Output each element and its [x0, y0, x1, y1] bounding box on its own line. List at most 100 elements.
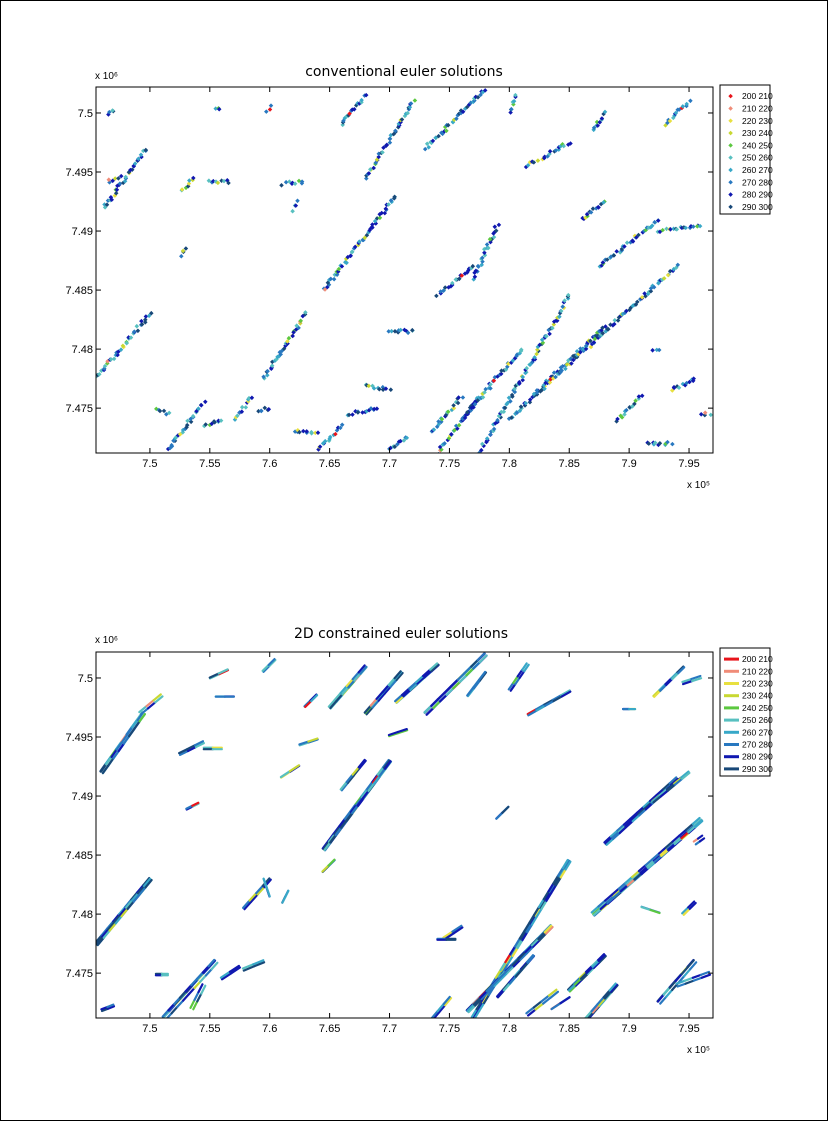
- legend: 200 210 210 220 220 230 230 240 240 250 250 2…: [719, 647, 773, 777]
- solution-point: [667, 268, 673, 274]
- solution-segment: [142, 877, 151, 887]
- solution-segment: [606, 896, 616, 905]
- solution-segment: [508, 975, 517, 985]
- solution-segment: [339, 684, 348, 695]
- solution-segment: [653, 854, 663, 863]
- solution-point: [199, 403, 204, 408]
- legend-label: 210 220: [742, 103, 773, 113]
- constrained-euler-chart: 2D constrained euler solutions x 10⁶ x 1…: [65, 626, 773, 1056]
- solution-segment: [516, 939, 524, 950]
- solution-segment: [335, 693, 344, 703]
- solution-segment: [603, 990, 613, 1000]
- solution-point: [102, 205, 108, 210]
- solution-segment: [395, 695, 405, 704]
- solution-point: [275, 354, 280, 360]
- solution-point: [532, 355, 537, 360]
- solution-segment: [327, 833, 336, 843]
- solution-segment: [665, 677, 674, 687]
- solution-segment: [185, 804, 194, 810]
- solution-segment: [473, 1009, 481, 1018]
- x-tick-label: 7.6: [262, 1023, 277, 1035]
- solution-point: [542, 386, 547, 392]
- solution-segment: [458, 674, 468, 683]
- solution-segment: [465, 667, 475, 677]
- solution-segment: [154, 695, 164, 704]
- solution-segment: [504, 953, 512, 964]
- solution-segment: [511, 957, 521, 967]
- solution-segment: [261, 877, 271, 887]
- solution-point: [216, 418, 221, 424]
- solution-segment: [500, 961, 508, 972]
- solution-segment: [659, 995, 668, 1005]
- solution-segment: [633, 872, 643, 881]
- legend-label: 230 240: [742, 128, 773, 138]
- solution-segment: [530, 937, 540, 947]
- solution-segment: [476, 652, 486, 662]
- solution-point: [496, 222, 502, 228]
- solution-segment: [666, 783, 677, 792]
- solution-point: [120, 343, 126, 349]
- solution-point: [563, 366, 568, 372]
- solution-segment: [541, 996, 552, 1005]
- x-exponent-label: x 10⁵: [687, 480, 710, 491]
- solution-point: [116, 349, 121, 354]
- solution-segment: [242, 965, 255, 972]
- solution-segment: [397, 729, 409, 735]
- solution-segment: [396, 728, 408, 734]
- solution-segment: [684, 822, 694, 831]
- solution-segment: [106, 920, 115, 930]
- legend-box: [719, 647, 771, 777]
- solution-point: [517, 379, 522, 385]
- solution-segment: [652, 689, 661, 698]
- solution-point: [338, 425, 343, 431]
- solution-segment: [307, 737, 319, 743]
- solution-point: [309, 431, 314, 436]
- solution-segment: [605, 837, 615, 846]
- solution-segment: [339, 780, 348, 791]
- solution-segment: [687, 900, 696, 909]
- solution-point: [465, 410, 470, 415]
- solution-point: [550, 325, 555, 331]
- solution-point: [322, 438, 328, 444]
- solution-segment: [470, 1008, 478, 1018]
- solution-segment: [635, 805, 645, 814]
- solution-segment: [321, 864, 330, 873]
- solution-segment: [619, 884, 629, 893]
- solution-point: [581, 346, 586, 352]
- solution-point: [657, 441, 663, 446]
- solution-segment: [423, 704, 433, 714]
- x-tick-label: 7.65: [319, 1023, 340, 1035]
- solution-segment: [691, 816, 701, 825]
- solution-segment: [549, 990, 560, 999]
- solution-point: [534, 351, 539, 357]
- solution-point: [479, 262, 484, 268]
- solution-point: [295, 198, 300, 204]
- solution-segment: [480, 991, 490, 1001]
- solution-point: [322, 287, 328, 292]
- solution-point: [298, 318, 303, 324]
- solution-point: [146, 313, 152, 319]
- solution-segment: [242, 899, 251, 909]
- solution-point: [510, 358, 516, 363]
- solution-segment: [506, 965, 515, 974]
- solution-point: [508, 399, 513, 404]
- solution-segment: [611, 831, 621, 840]
- solution-segment: [625, 820, 634, 829]
- x-tick-label: 7.6: [262, 458, 277, 470]
- solution-segment: [444, 997, 453, 1007]
- solution-segment: [359, 665, 368, 675]
- solution-point: [301, 428, 306, 434]
- plot-frame: [95, 86, 714, 454]
- solution-point: [534, 388, 540, 393]
- solution-point: [392, 194, 397, 200]
- solution-segment: [147, 701, 157, 710]
- solution-point: [665, 272, 671, 278]
- solution-segment: [612, 890, 623, 899]
- solution-segment: [501, 805, 510, 814]
- solution-segment: [658, 683, 667, 692]
- solution-point: [571, 357, 576, 363]
- solution-segment: [584, 964, 594, 973]
- solution-point: [387, 136, 393, 141]
- solution-segment: [267, 657, 276, 667]
- solution-segment: [511, 946, 519, 957]
